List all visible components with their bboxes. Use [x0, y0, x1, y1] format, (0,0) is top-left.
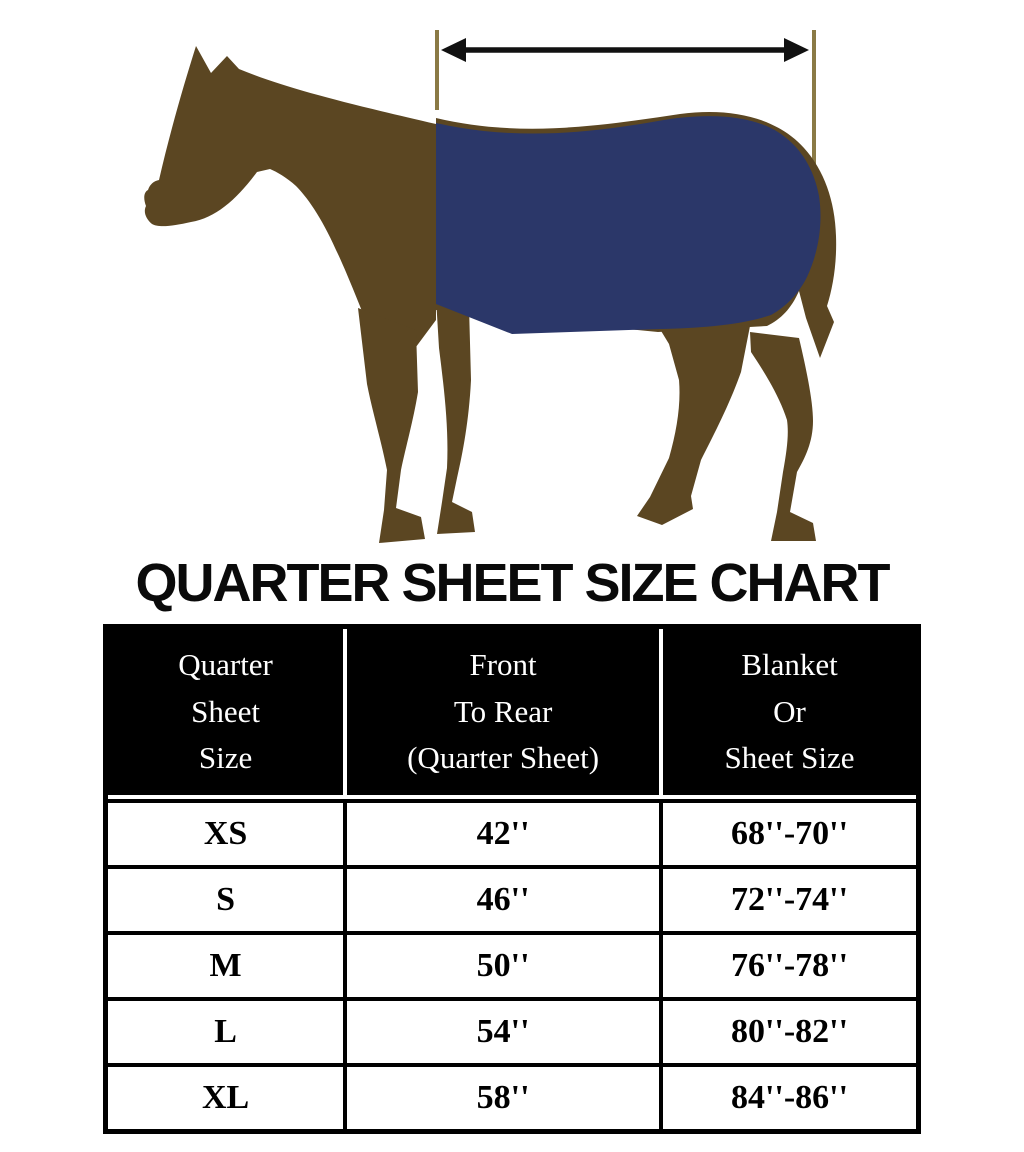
cell-blanket-size: 76''-78'': [659, 931, 916, 997]
cell-front-to-rear: 42'': [343, 799, 660, 865]
header-line: To Rear: [453, 693, 553, 729]
horse-diagram-svg: [144, 30, 837, 543]
table-row-l: L 54'' 80''-82'': [108, 997, 916, 1063]
header-line: Front: [469, 647, 537, 683]
cell-blanket-size: 68''-70'': [659, 799, 916, 865]
header-line: Sheet: [191, 693, 260, 729]
arrowhead-left-icon: [441, 38, 466, 62]
header-line: Or: [773, 693, 806, 729]
cell-front-to-rear: 54'': [343, 997, 660, 1063]
horse-hind-far-leg: [750, 332, 816, 541]
table-row-s: S 46'' 72''-74'': [108, 865, 916, 931]
size-chart-table: Quarter Sheet Size Front To Rear (Quarte…: [108, 629, 916, 1129]
table-row-m: M 50'' 76''-78'': [108, 931, 916, 997]
header-blanket-or-sheet-size: Blanket Or Sheet Size: [659, 629, 916, 799]
horse-head-neck: [144, 46, 436, 355]
header-line: Size: [198, 740, 253, 776]
cell-size: XS: [108, 799, 344, 865]
header-front-to-rear: Front To Rear (Quarter Sheet): [343, 629, 660, 799]
horse-front-near-leg: [358, 308, 425, 543]
horse-front-far-leg: [436, 298, 475, 534]
front-marker-line: [435, 30, 439, 110]
size-chart-table-wrap: Quarter Sheet Size Front To Rear (Quarte…: [103, 624, 921, 1134]
table-row-xl: XL 58'' 84''-86'': [108, 1063, 916, 1129]
cell-blanket-size: 72''-74'': [659, 865, 916, 931]
cell-size: L: [108, 997, 344, 1063]
header-line: Quarter: [178, 647, 273, 683]
header-line: (Quarter Sheet): [407, 740, 600, 776]
header-quarter-sheet-size: Quarter Sheet Size: [108, 629, 344, 799]
cell-front-to-rear: 46'': [343, 865, 660, 931]
header-row: Quarter Sheet Size Front To Rear (Quarte…: [108, 629, 916, 799]
cell-size: S: [108, 865, 344, 931]
cell-size: M: [108, 931, 344, 997]
page-title: QUARTER SHEET SIZE CHART: [135, 553, 890, 613]
cell-blanket-size: 80''-82'': [659, 997, 916, 1063]
header-line: Blanket: [741, 647, 838, 683]
table-row-xs: XS 42'' 68''-70'': [108, 799, 916, 865]
horse-hind-near-leg: [637, 316, 750, 525]
cell-blanket-size: 84''-86'': [659, 1063, 916, 1129]
horse-measurement-figure: [0, 0, 1024, 550]
cell-front-to-rear: 58'': [343, 1063, 660, 1129]
quarter-sheet-blanket: [436, 116, 821, 334]
measurement-arrow: [441, 38, 809, 62]
rear-marker-line: [812, 30, 816, 170]
header-line: Sheet Size: [724, 740, 855, 776]
cell-size: XL: [108, 1063, 344, 1129]
arrowhead-right-icon: [784, 38, 809, 62]
cell-front-to-rear: 50'': [343, 931, 660, 997]
